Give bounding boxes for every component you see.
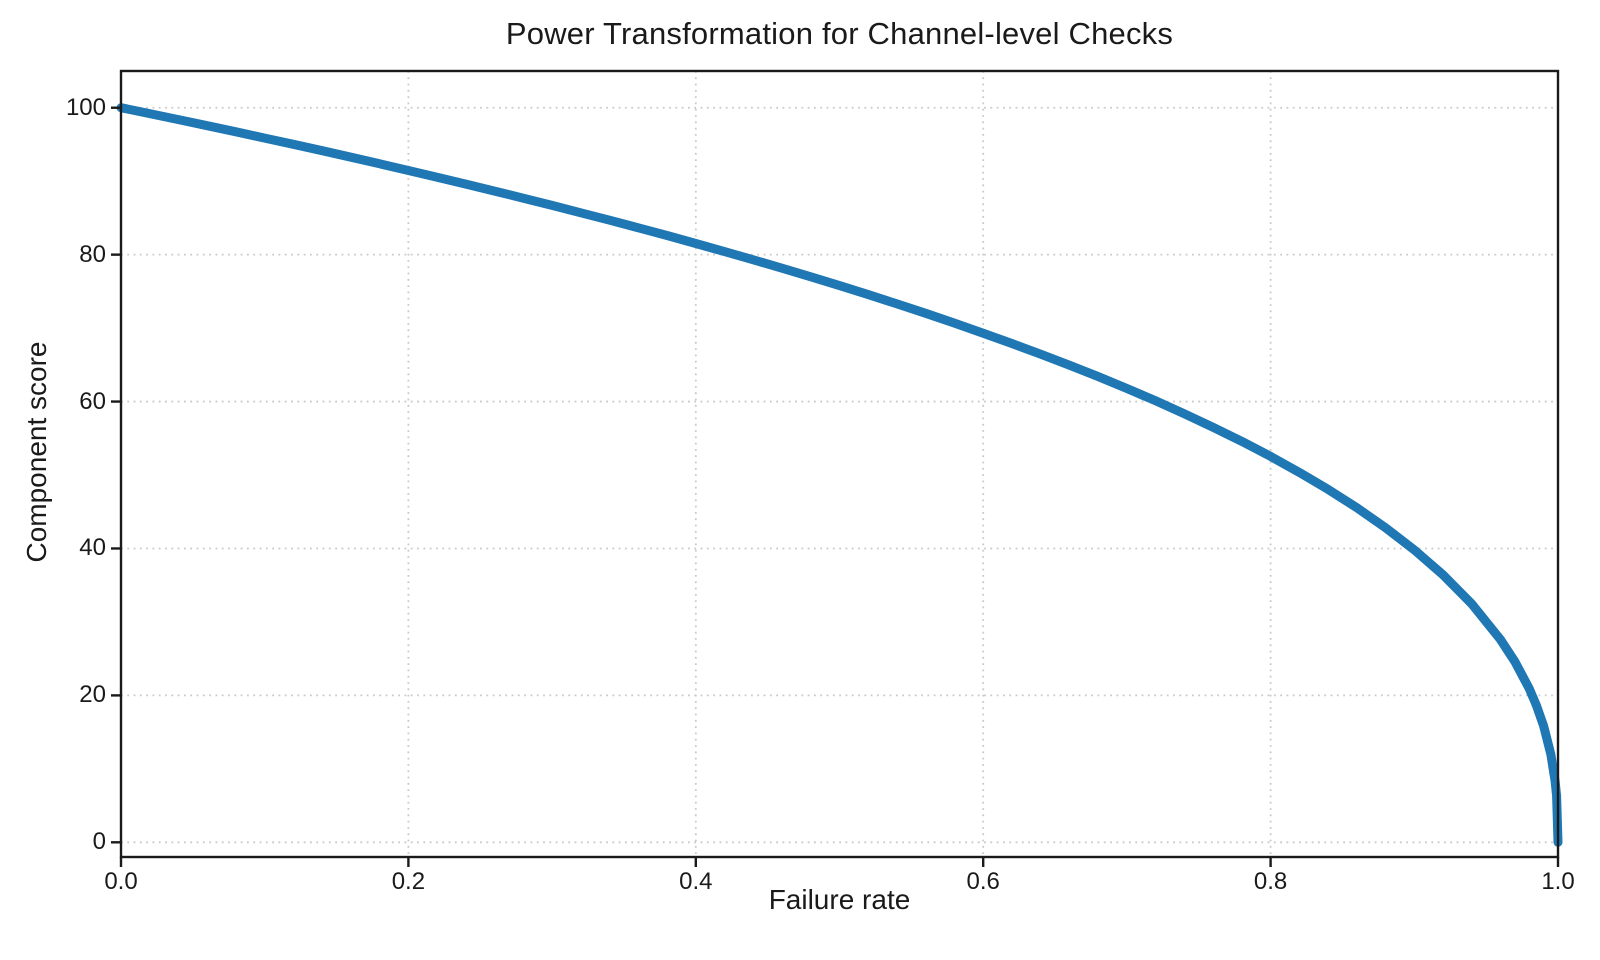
power-curve-line: [116, 103, 1563, 847]
y-tick-label: 20: [79, 681, 106, 709]
y-tick-label: 100: [65, 93, 106, 121]
x-tick-label: 0.8: [1253, 868, 1288, 895]
chart-title: Power Transformation for Channel-level C…: [505, 16, 1174, 51]
x-tick-label: 0.6: [966, 868, 1000, 895]
tick-marks: [111, 106, 1560, 867]
x-tick-label: 0.2: [391, 868, 426, 895]
x-axis-label: Failure rate: [768, 884, 911, 915]
x-tick-label: 0.0: [104, 868, 138, 895]
plot-border: [119, 69, 1560, 859]
x-tick-label: 0.4: [679, 868, 713, 895]
y-tick-label: 80: [79, 240, 106, 268]
y-tick-label: 60: [79, 387, 106, 415]
y-tick-label: 40: [79, 534, 106, 562]
y-tick-label: 0: [92, 828, 106, 856]
x-tick-label: 1.0: [1541, 868, 1575, 895]
gridlines: [120, 71, 1559, 857]
